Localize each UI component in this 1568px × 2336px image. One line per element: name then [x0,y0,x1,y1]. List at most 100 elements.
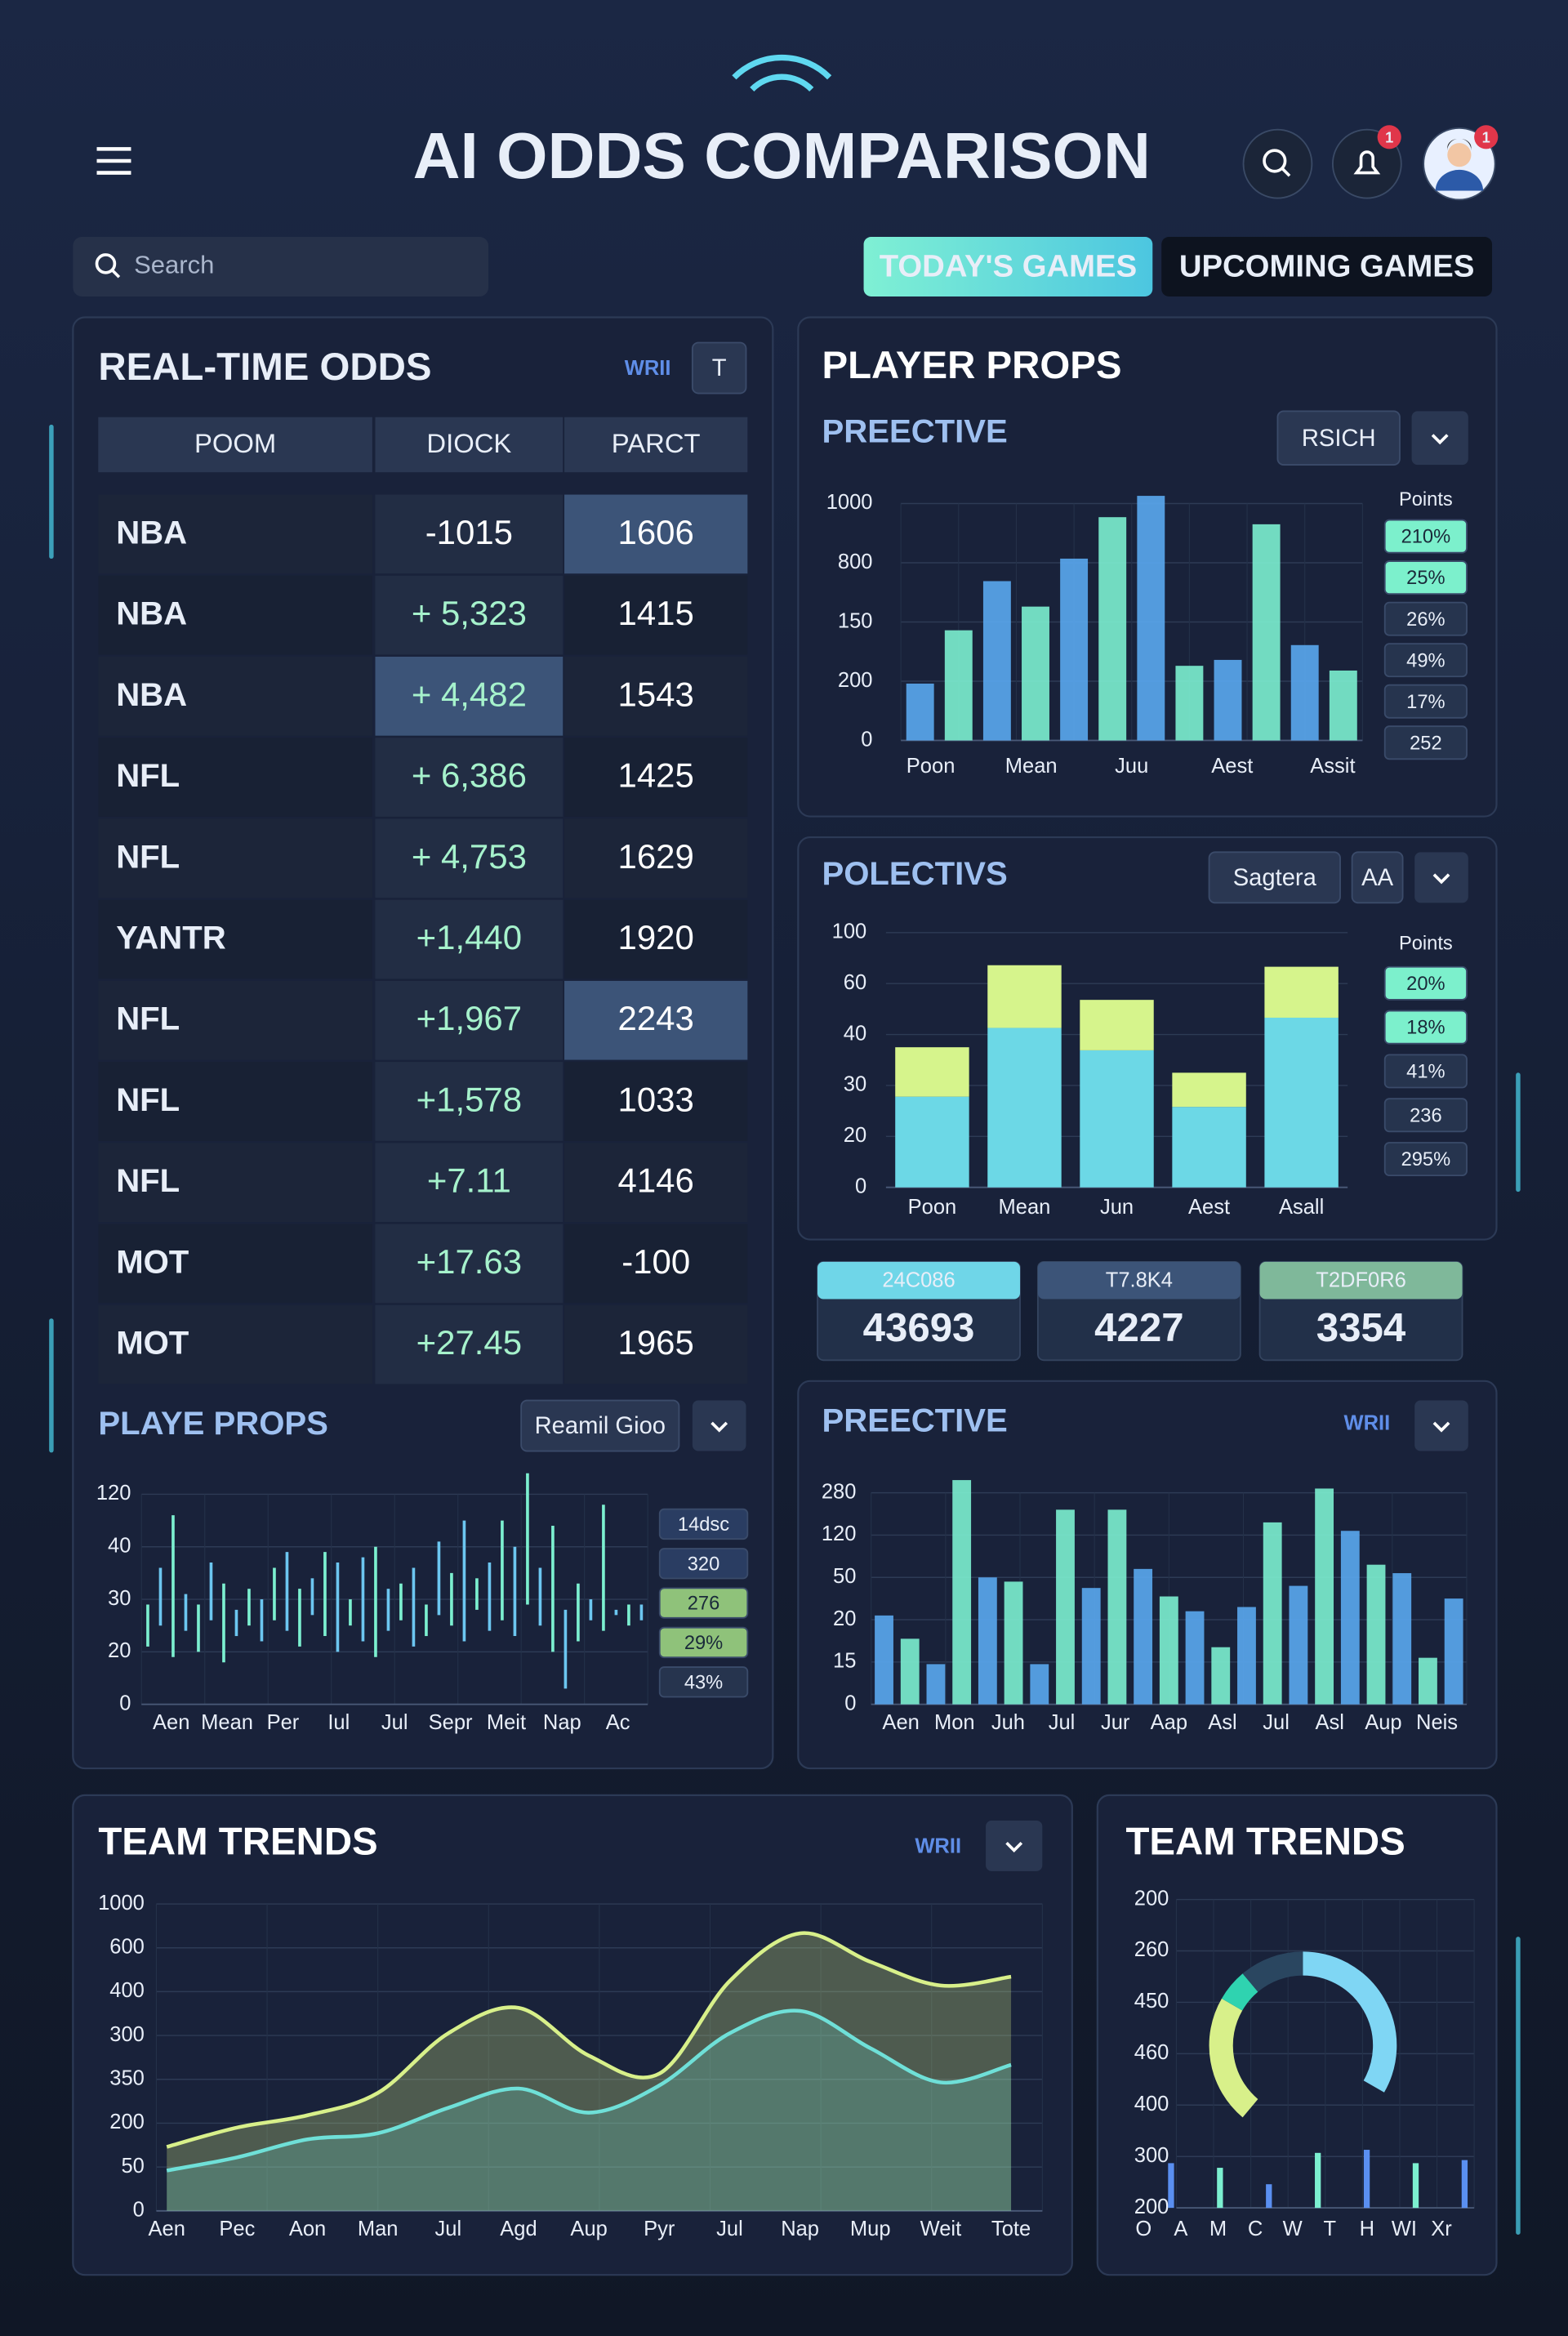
league: NFL [116,1162,180,1199]
x-tick-label: Juu [1115,755,1148,778]
odds-value: +27.45 [416,1323,522,1362]
tab-today[interactable] [863,237,1153,296]
table-cell [375,738,564,817]
legend-label: 20% [1406,974,1445,995]
area-fill [167,1933,1012,2211]
signal-icon [732,54,832,92]
table-cell [98,575,372,655]
gauge-segment [1221,1973,1258,2011]
y-tick-label: 1000 [826,491,873,514]
table-cell [98,1062,372,1141]
odds-value: + 6,386 [412,756,527,795]
bar [1030,1664,1049,1705]
y-tick-label: 120 [822,1522,857,1545]
y-tick-label: 30 [108,1587,131,1610]
trend-line [166,2008,1012,2173]
tab-upcoming[interactable] [1161,237,1493,296]
y-tick-label: 350 [109,2067,145,2090]
stat-card-header [1259,1261,1463,1300]
chart-title: TEAM TRENDS [1125,1821,1405,1864]
bar-segment [1264,966,1339,1018]
table-header: PARCT [612,428,701,458]
dropdown-button[interactable] [1411,411,1468,466]
y-tick-label: 20 [844,1124,866,1147]
menu-button[interactable] [96,147,131,175]
table-cell [564,818,748,898]
chevron-icon [1432,1421,1450,1433]
profile-badge: 1 [1482,128,1490,145]
control-label: T [712,355,727,381]
x-tick-label: Tote [991,2218,1031,2240]
stat-label: T7.8K4 [1106,1268,1173,1291]
table-cell [98,1224,372,1304]
bar [1056,1509,1075,1705]
control-label: AA [1361,865,1393,891]
table-cell [564,738,748,817]
table-cell [375,899,564,979]
bar [982,581,1011,741]
table-cell [564,1304,748,1384]
dropdown-button[interactable] [692,1400,746,1451]
dropdown-button[interactable] [1414,852,1468,903]
app-title: AI ODDS COMPARISON [413,119,1151,193]
y-tick-label: 200 [1134,2196,1169,2218]
table-cell [375,1143,564,1223]
bar-segment [1172,1107,1246,1188]
search-button[interactable] [1242,128,1313,199]
y-tick-label: 300 [109,2023,145,2046]
x-tick-label: Aest [1211,755,1253,778]
x-tick-label: Jul [435,2218,462,2240]
bar [1366,1564,1386,1705]
control-label: Sagtera [1233,865,1317,891]
y-tick-label: 150 [838,609,873,632]
odds-percent: 1425 [618,756,694,795]
control-button[interactable] [1208,851,1341,904]
profile-avatar[interactable] [1423,127,1496,201]
stat-label: 24C086 [882,1268,955,1291]
search-box[interactable] [73,237,489,296]
dropdown-button[interactable] [986,1820,1043,1871]
odds-value: + 4,753 [412,837,527,876]
bar-segment [895,1047,969,1097]
y-tick-label: 200 [109,2111,145,2133]
odds-percent: 4146 [618,1161,694,1200]
x-tick-label: T [1323,2218,1336,2240]
legend-badge [1383,1142,1468,1177]
table-header-cell [564,417,748,473]
tab-today-label: TODAY'S GAMES [880,248,1137,283]
odds-percent: 1920 [618,918,694,956]
filter-label: WRII [915,1834,961,1857]
x-tick-label: Mup [850,2218,891,2240]
x-tick-label: Nap [781,2218,819,2240]
control-button[interactable] [1276,410,1401,466]
bar [978,1577,997,1705]
bar [1412,2163,1419,2209]
bar-segment [1080,1000,1154,1050]
table-header: POOM [194,428,276,458]
x-tick-label: Mean [1005,755,1058,778]
control-button[interactable] [691,341,747,395]
stat-value: 3354 [1316,1305,1406,1350]
bar [1134,1568,1153,1705]
panel [1096,1794,1498,2276]
y-tick-label: 400 [109,1979,145,2002]
control-button[interactable] [520,1399,680,1452]
x-tick-label: Juh [991,1711,1025,1734]
y-tick-label: 1000 [98,1892,145,1915]
dropdown-button[interactable] [1414,1400,1468,1451]
x-tick-label: Jur [1101,1711,1130,1734]
league: NFL [116,757,180,794]
bar [1060,558,1089,741]
table-cell [98,1143,372,1223]
odds-value: + 4,482 [412,675,527,713]
table-cell [564,1062,748,1141]
bar [1315,1488,1334,1705]
bar [1340,1531,1360,1705]
x-tick-label: Per [267,1711,300,1734]
legend-badge [658,1548,749,1580]
control-button[interactable] [1351,851,1404,904]
x-tick-label: Meit [487,1711,526,1734]
bar [1107,1509,1127,1705]
y-tick-label: 15 [833,1650,856,1673]
